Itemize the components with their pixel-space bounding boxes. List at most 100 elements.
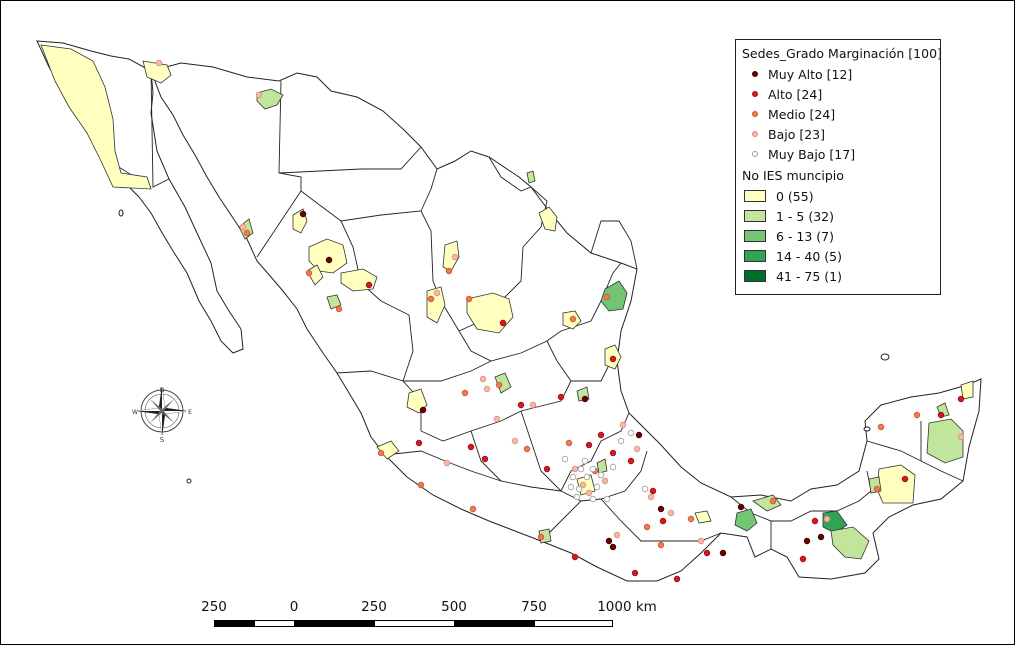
- sede-point-bajo: [647, 493, 655, 501]
- scale-label: 1000 km: [597, 599, 657, 615]
- municipality-area-1-5: [256, 88, 284, 110]
- municipality-area-0: [442, 240, 460, 272]
- sede-point-alto: [631, 569, 639, 577]
- sede-point-muy-alto: [803, 537, 811, 545]
- legend-point-label: Muy Alto [12]: [768, 66, 853, 82]
- legend-area-row: 6 - 13 (7): [742, 226, 934, 246]
- legend-area-swatch: [744, 230, 766, 242]
- sede-point-alto: [543, 465, 551, 473]
- sede-point-medio: [769, 497, 777, 505]
- sede-point-alto: [901, 475, 909, 483]
- sede-point-medio: [523, 445, 531, 453]
- sede-point-bajo: [155, 59, 163, 67]
- municipality-area-0: [376, 440, 400, 460]
- legend-area-swatch: [744, 190, 766, 202]
- legend-point-label: Medio [24]: [768, 106, 836, 122]
- municipality-polygons: [40, 44, 974, 560]
- sede-point-bajo: [433, 289, 441, 297]
- legend-point-row: Muy Bajo [17]: [742, 144, 934, 164]
- scale-label: 250: [201, 599, 227, 615]
- municipality-area-1-5: [596, 458, 608, 474]
- sede-point-bajo: [443, 459, 451, 467]
- compass-north-label: N: [160, 387, 165, 394]
- sede-point-alto: [673, 575, 681, 583]
- island-4: [118, 209, 124, 217]
- legend-area-row: 41 - 75 (1): [742, 266, 934, 286]
- municipality-area-0: [876, 464, 916, 504]
- scale-label: 750: [521, 599, 547, 615]
- legend-point-row: Muy Alto [12]: [742, 64, 934, 84]
- sede-point-muy-bajo: [641, 485, 649, 493]
- legend-point-marker: [752, 91, 758, 97]
- sede-point-alto: [799, 555, 807, 563]
- sede-point-bajo: [667, 509, 675, 517]
- sede-point-muy-bajo: [569, 473, 577, 481]
- sede-point-muy-bajo: [627, 429, 635, 437]
- island-3: [186, 478, 192, 484]
- sede-point-medio: [687, 515, 695, 523]
- legend-point-row: Medio [24]: [742, 104, 934, 124]
- sede-point-muy-alto: [635, 431, 643, 439]
- compass-rose: N S E W: [132, 386, 192, 444]
- sede-point-bajo: [579, 481, 587, 489]
- sede-points: [155, 59, 965, 583]
- sede-point-muy-alto: [581, 395, 589, 403]
- sede-point-medio: [305, 269, 313, 277]
- compass-star-light: [162, 387, 165, 411]
- legend-point-marker: [752, 131, 758, 137]
- scale-label: 0: [289, 599, 299, 615]
- sede-point-alto: [649, 487, 657, 495]
- sede-point-muy-alto: [737, 503, 745, 511]
- sede-point-muy-alto: [657, 505, 665, 513]
- municipality-area-0: [694, 510, 712, 524]
- municipality-area-0: [538, 206, 558, 232]
- compass-diag-2: [150, 399, 174, 423]
- sede-point-muy-alto: [299, 210, 307, 218]
- scale-segment: [254, 620, 295, 627]
- sede-point-alto: [811, 517, 819, 525]
- municipality-area-1-5: [926, 418, 964, 464]
- legend-point-label: Bajo [23]: [768, 126, 825, 142]
- legend-area-swatch: [744, 250, 766, 262]
- sede-point-muy-bajo: [577, 465, 585, 473]
- legend-point-label: Alto [24]: [768, 86, 823, 102]
- sede-point-alto: [703, 549, 711, 557]
- sede-point-bajo: [585, 489, 593, 497]
- municipality-area-0: [308, 238, 348, 274]
- sede-point-medio: [643, 523, 651, 531]
- sede-point-medio: [377, 449, 385, 457]
- legend-area-row: 14 - 40 (5): [742, 246, 934, 266]
- legend-point-row: Alto [24]: [742, 84, 934, 104]
- sede-point-muy-bajo: [617, 437, 625, 445]
- compass-star-light-3: [159, 411, 162, 435]
- legend-area-label: 1 - 5 (32): [776, 208, 834, 224]
- sede-point-alto: [609, 449, 617, 457]
- legend-point-marker: [752, 151, 758, 157]
- legend-area-swatch: [744, 270, 766, 282]
- sede-point-medio: [873, 485, 881, 493]
- island-2: [863, 426, 871, 432]
- sede-point-muy-alto: [419, 406, 427, 414]
- sede-point-alto: [597, 431, 605, 439]
- sede-point-alto: [365, 281, 373, 289]
- sede-point-medio: [465, 295, 473, 303]
- sede-point-muy-bajo: [583, 473, 591, 481]
- scale-segment: [214, 620, 255, 627]
- sede-point-medio: [335, 305, 343, 313]
- scale-bar: 250 0 250 500 750 1000 km: [201, 599, 657, 639]
- map-legend: Sedes_Grado Marginación [100] Muy Alto […: [735, 39, 942, 295]
- sede-point-medio: [469, 505, 477, 513]
- legend-points-title: Sedes_Grado Marginación [100]: [742, 46, 942, 61]
- sede-point-bajo: [601, 477, 609, 485]
- sede-point-bajo: [479, 375, 487, 383]
- scale-segment: [294, 620, 375, 627]
- compass-star-light-2: [162, 411, 186, 414]
- municipality-area-1-5: [326, 294, 342, 310]
- municipality-area-6-13: [600, 280, 628, 312]
- sede-point-medio: [877, 423, 885, 431]
- sede-point-bajo: [619, 421, 627, 429]
- sede-point-alto: [415, 439, 423, 447]
- legend-point-label: Muy Bajo [17]: [768, 146, 856, 162]
- sede-point-muy-alto: [719, 549, 727, 557]
